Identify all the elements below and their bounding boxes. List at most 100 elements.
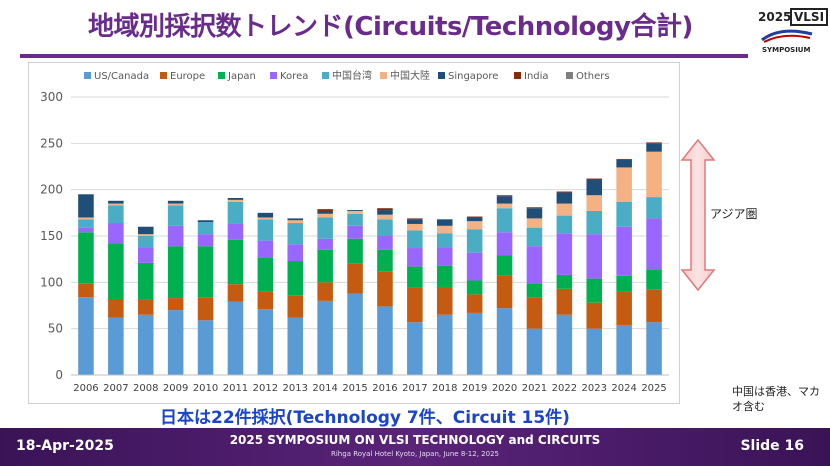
logo-year: 2025	[758, 10, 792, 24]
bar-segment	[586, 302, 603, 329]
legend-swatch	[566, 72, 573, 79]
bar-segment	[646, 289, 662, 323]
bar-segment	[436, 233, 453, 248]
bar-segment	[257, 217, 274, 220]
x-tick-label: 2017	[402, 383, 427, 394]
bar-segment	[466, 217, 483, 222]
bar-segment	[167, 203, 184, 206]
bar-segment	[436, 265, 453, 287]
bar-segment	[646, 142, 662, 144]
bar-segment	[556, 215, 573, 234]
bar-segment	[526, 207, 543, 209]
x-tick-label: 2011	[223, 383, 248, 394]
x-tick-label: 2015	[342, 383, 367, 394]
bar-segment	[287, 261, 304, 296]
bar-segment	[108, 243, 124, 300]
bar-segment	[257, 257, 274, 292]
y-tick-label: 50	[48, 322, 63, 336]
bar-segment	[616, 324, 632, 375]
bar-segment	[197, 234, 214, 247]
bar-segment	[377, 219, 393, 236]
bar-segment	[137, 247, 154, 263]
bar-segment	[646, 269, 662, 290]
bar-segment	[586, 328, 603, 375]
bar-segment	[556, 203, 573, 216]
bar-segment	[78, 283, 94, 298]
bar-segment	[436, 219, 453, 226]
x-tick-label: 2018	[432, 383, 457, 394]
bar-segment	[227, 201, 244, 224]
bar-segment	[466, 229, 483, 253]
stacked-bar-chart: 0 50 100 150 200 250 300 2006 2007 2008 2009 2010 20…	[40, 69, 669, 394]
bar-segment	[407, 218, 423, 220]
bar-segment	[108, 205, 124, 224]
legend-label: Japan	[227, 71, 256, 82]
legend-swatch	[322, 72, 329, 79]
bar-segment	[616, 275, 632, 292]
bar-segment	[227, 239, 244, 285]
bar-segment	[646, 197, 662, 219]
bar-segment	[78, 297, 94, 375]
y-tick-label: 100	[40, 275, 63, 289]
bar-segment	[377, 210, 393, 215]
bar-segment	[287, 223, 304, 245]
footer-conference: 2025 SYMPOSIUM ON VLSI TECHNOLOGY and CI…	[229, 433, 601, 447]
bar-segment	[137, 262, 154, 300]
footer-date: 18-Apr-2025	[16, 438, 114, 454]
legend-swatch	[514, 72, 521, 79]
bar-segment	[586, 179, 603, 196]
legend-label: US/Canada	[94, 71, 149, 82]
bar-segment	[616, 201, 632, 227]
bar-segment	[586, 195, 603, 211]
legend-swatch	[84, 72, 91, 79]
bar-segment	[496, 275, 513, 309]
bar-segment	[556, 288, 573, 315]
x-tick-label: 2022	[552, 383, 577, 394]
bar-segment	[317, 238, 333, 250]
bar-segment	[257, 309, 274, 375]
bar-segment	[197, 297, 214, 321]
x-tick-label: 2010	[193, 383, 218, 394]
bar-segment	[137, 226, 154, 235]
y-tick-label: 200	[40, 183, 63, 197]
x-tick-label: 2012	[253, 383, 278, 394]
chart-frame: 0 50 100 150 200 250 300 2006 2007 2008 2009 2010 20…	[28, 62, 680, 404]
legend-label: Europe	[170, 71, 205, 82]
x-tick-label: 2009	[163, 383, 188, 394]
bar-segment	[466, 312, 483, 375]
slide-number: Slide 16	[740, 438, 804, 454]
bar-segment	[137, 314, 154, 375]
bar-segment	[496, 208, 513, 233]
legend-label: Singapore	[448, 71, 498, 82]
bar-segment	[347, 238, 363, 264]
bar-segment	[526, 328, 543, 375]
bar-segment	[556, 233, 573, 275]
bar-segment	[556, 274, 573, 289]
y-tick-label: 150	[40, 229, 63, 243]
bar-segment	[227, 284, 244, 302]
bar-segment	[317, 249, 333, 283]
bar-segment	[526, 218, 543, 228]
legend-swatch	[438, 72, 445, 79]
bar-segment	[377, 249, 393, 272]
bar-segment	[646, 322, 662, 375]
bar-segment	[347, 210, 363, 214]
bar-segment	[108, 223, 124, 244]
bar-segment	[137, 236, 154, 248]
bar-segment	[287, 220, 304, 224]
legend-swatch	[270, 72, 277, 79]
x-tick-label: 2023	[582, 383, 607, 394]
x-tick-label: 2020	[492, 383, 517, 394]
bar-segment	[407, 230, 423, 249]
bar-segment	[287, 295, 304, 318]
bar-segment	[556, 192, 573, 204]
bar-segment	[496, 255, 513, 276]
bar-segment	[526, 208, 543, 219]
legend-label: India	[524, 71, 549, 82]
bar-segment	[197, 222, 214, 235]
bar-segment	[436, 286, 453, 315]
bar-segment	[257, 240, 274, 258]
asia-range-arrow-icon	[680, 138, 716, 292]
bar-segment	[496, 308, 513, 375]
bar-segment	[616, 226, 632, 276]
